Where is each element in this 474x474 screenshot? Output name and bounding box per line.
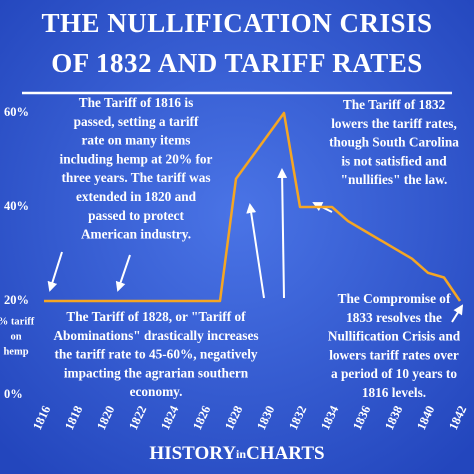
data-line	[44, 111, 462, 303]
annotation-line: Nullification Crisis and	[328, 329, 461, 344]
annotation-line: "nullifies" the law.	[341, 172, 448, 187]
y-tick-label: 20%	[4, 293, 29, 307]
y-axis-label: hemp	[3, 346, 28, 357]
y-axis-label: % tariff	[0, 316, 35, 327]
annotation-line: The Tariff of 1816 is	[79, 95, 194, 110]
brand: HISTORYinCHARTS	[149, 443, 324, 464]
y-tick-label: 0%	[4, 387, 23, 401]
annotation-line: lowers the tariff rates,	[331, 116, 457, 131]
brand-part: HISTORY	[149, 443, 236, 464]
y-tick-label: 60%	[4, 105, 29, 119]
annotation-line: though South Carolina	[329, 135, 459, 150]
arrow	[451, 304, 464, 323]
annotation-line: three years. The tariff was	[61, 170, 210, 185]
annotation-line: passed, setting a tariff	[74, 114, 199, 129]
arrow	[47, 251, 63, 292]
title-line: OF 1832 AND TARIFF RATES	[51, 48, 423, 78]
arrow	[246, 203, 265, 299]
annotation-line: rate on many items	[82, 133, 191, 148]
y-axis-label: on	[10, 331, 21, 342]
arrow	[115, 254, 131, 292]
brand-part: CHARTS	[246, 443, 325, 464]
annotation-line: American industry.	[81, 227, 191, 242]
y-tick-label: 40%	[4, 199, 29, 213]
annotation-line: The Tariff of 1832	[343, 97, 446, 112]
annotation-line: impacting the agrarian southern	[64, 365, 249, 380]
annotation-line: is not satisfied and	[341, 153, 447, 168]
annotation-line: The Compromise of	[338, 291, 451, 306]
annotation-line: Abominations" drastically increases	[53, 328, 258, 343]
annotation-line: 1816 levels.	[362, 385, 426, 400]
annotation-line: including hemp at 20% for	[60, 151, 213, 166]
annotation-line: the tariff rate to 45-60%, negatively	[54, 347, 257, 362]
brand-part: in	[236, 447, 246, 461]
title-line: THE NULLIFICATION CRISIS	[41, 8, 432, 38]
annotation-line: extended in 1820 and	[76, 189, 197, 204]
annotation-line: passed to protect	[88, 208, 184, 223]
annotation-line: economy.	[130, 384, 183, 399]
annotation-line: 1833 resolves the	[346, 310, 442, 325]
annotation-line: The Tariff of 1828, or "Tariff of	[66, 309, 246, 324]
annotation-line: a period of 10 years to	[331, 366, 457, 381]
arrow	[277, 168, 288, 299]
annotation-line: lowers tariff rates over	[329, 347, 459, 362]
